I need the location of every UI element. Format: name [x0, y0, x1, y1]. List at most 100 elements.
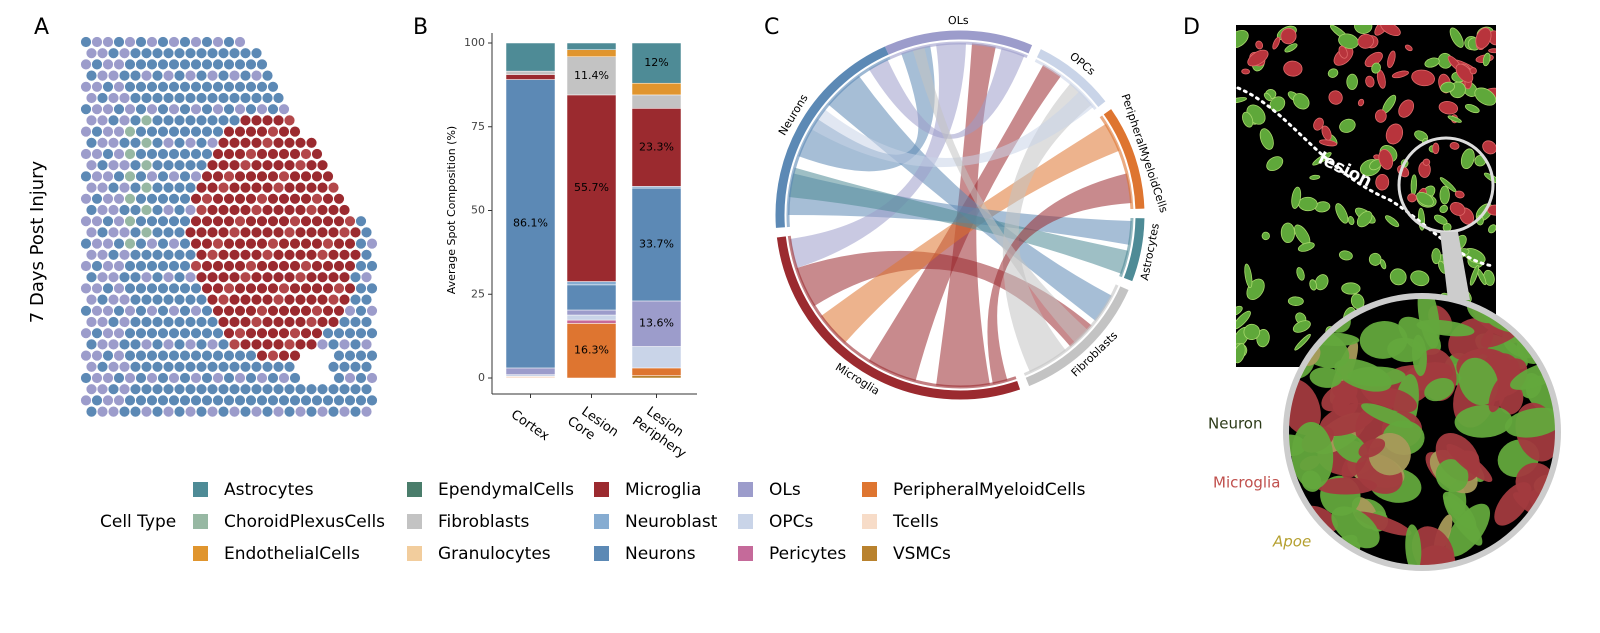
spot: [316, 271, 329, 283]
spot: [135, 36, 147, 48]
spot: [333, 215, 345, 227]
spot: [239, 271, 252, 283]
spot: [118, 114, 131, 127]
spot: [300, 170, 312, 183]
spot: [179, 394, 191, 407]
spot: [311, 394, 323, 407]
chord-ribbon: [789, 43, 967, 269]
bar-segment: [631, 300, 682, 347]
spot: [333, 237, 345, 250]
spot: [179, 148, 191, 160]
cell-blob: [1488, 224, 1496, 234]
y-tick-label: 75: [471, 120, 485, 133]
spot: [118, 361, 131, 373]
spot: [107, 271, 120, 283]
legend-swatch: [862, 482, 877, 497]
spot: [311, 260, 323, 272]
spot: [289, 260, 301, 272]
cell-blob: [1469, 67, 1477, 75]
spot: [305, 249, 318, 261]
spot: [140, 316, 153, 328]
spot: [113, 327, 125, 339]
spot: [80, 81, 92, 93]
spot: [157, 372, 169, 384]
spot: [179, 260, 191, 272]
spot: [294, 159, 307, 171]
spot: [294, 293, 307, 306]
spot: [360, 405, 373, 418]
spot: [146, 372, 158, 384]
spot: [349, 293, 362, 306]
cell-blob: [1416, 319, 1475, 337]
cell-blob: [1243, 323, 1261, 340]
spot: [195, 271, 208, 283]
spot: [256, 81, 268, 93]
spot: [168, 81, 180, 93]
spot: [217, 137, 230, 149]
spot: [360, 293, 373, 306]
spot: [294, 249, 307, 261]
spot: [223, 237, 235, 250]
spot: [201, 193, 213, 205]
legend-swatch: [594, 514, 609, 529]
spot: [107, 69, 120, 82]
spot: [283, 137, 296, 149]
cell-blob: [1347, 216, 1355, 226]
spot: [338, 316, 351, 328]
spot: [201, 148, 213, 160]
spot: [256, 327, 268, 339]
spot: [151, 316, 164, 328]
spot: [333, 282, 345, 295]
spot: [151, 271, 164, 283]
spot: [184, 271, 197, 283]
spot: [256, 193, 268, 205]
spot: [129, 181, 142, 194]
cell-blob: [1410, 174, 1417, 196]
spot: [113, 237, 125, 250]
spot: [289, 349, 301, 362]
spot: [91, 193, 103, 205]
spot: [322, 215, 334, 227]
legend-swatch: [862, 546, 877, 561]
spot: [146, 215, 158, 227]
spot: [217, 181, 230, 194]
x-tick-label: Cortex: [508, 407, 552, 444]
spot: [250, 316, 263, 328]
spot: [168, 58, 180, 71]
cell-blob: [1449, 27, 1464, 48]
spot: [195, 114, 208, 127]
cell-blob: [1405, 524, 1422, 566]
spot: [85, 47, 98, 59]
cell-blob: [1433, 214, 1448, 225]
spot: [245, 260, 257, 272]
value-label: 55.7%: [574, 181, 609, 194]
cell-blob: [1236, 310, 1251, 330]
spot: [195, 361, 208, 373]
spot: [245, 103, 257, 115]
spot: [355, 237, 367, 250]
cell-blob: [1358, 438, 1386, 458]
spot: [102, 193, 114, 205]
spot: [278, 237, 290, 250]
spot: [96, 405, 109, 418]
spot: [239, 249, 252, 261]
group-inner-arc: [786, 56, 891, 228]
spot: [366, 260, 378, 272]
spot: [173, 361, 186, 373]
cell-blob: [1439, 185, 1450, 205]
spot: [223, 125, 235, 138]
spot: [311, 305, 323, 317]
spot: [135, 282, 147, 295]
spot: [140, 226, 153, 239]
spot: [206, 383, 219, 395]
spot: [234, 394, 246, 407]
bar-segment: [631, 94, 682, 109]
spot: [316, 405, 329, 418]
spot: [283, 293, 296, 306]
spot: [272, 271, 285, 283]
spot: [278, 103, 290, 115]
spot: [289, 170, 301, 183]
spot: [239, 92, 252, 104]
spot: [184, 92, 197, 104]
cell-blob: [1380, 25, 1401, 37]
